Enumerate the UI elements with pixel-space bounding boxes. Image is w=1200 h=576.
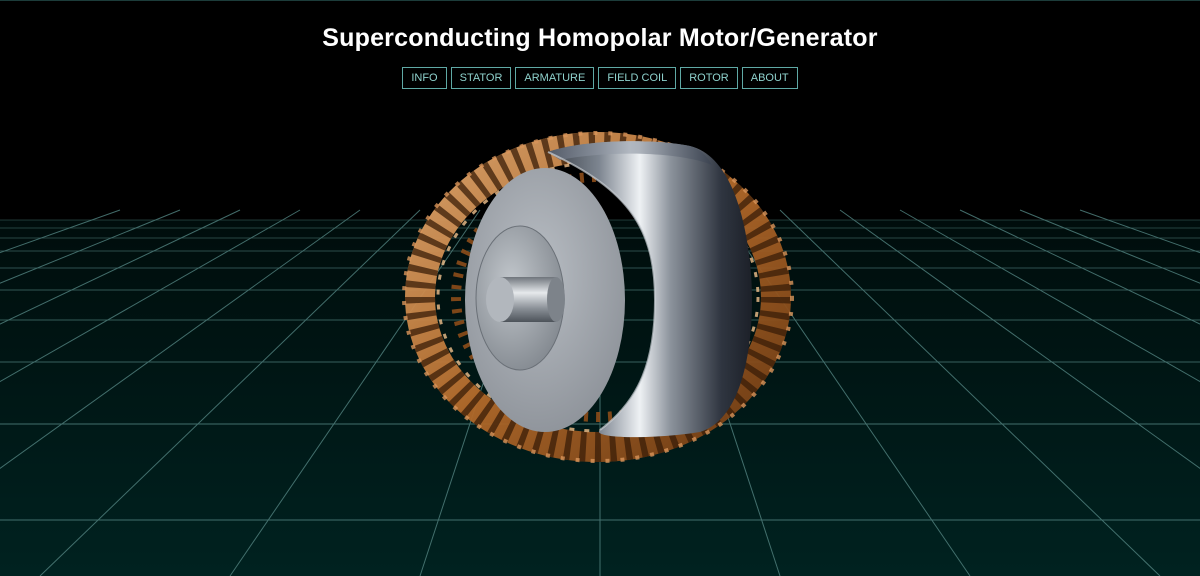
shaft-end [486,277,514,322]
nav-stator-button[interactable]: STATOR [450,67,512,89]
nav-field-coil-button[interactable]: FIELD COIL [598,67,677,89]
motor-model [402,131,794,463]
nav-about-button[interactable]: ABOUT [741,67,798,89]
nav-info-button[interactable]: INFO [402,67,447,89]
nav-bar: INFO STATOR ARMATURE FIELD COIL ROTOR AB… [0,67,1200,89]
page-title: Superconducting Homopolar Motor/Generato… [322,24,878,52]
nav-rotor-button[interactable]: ROTOR [680,67,738,89]
field-coil-housing [548,141,752,438]
top-border [0,0,1200,1]
nav-armature-button[interactable]: ARMATURE [515,67,595,89]
